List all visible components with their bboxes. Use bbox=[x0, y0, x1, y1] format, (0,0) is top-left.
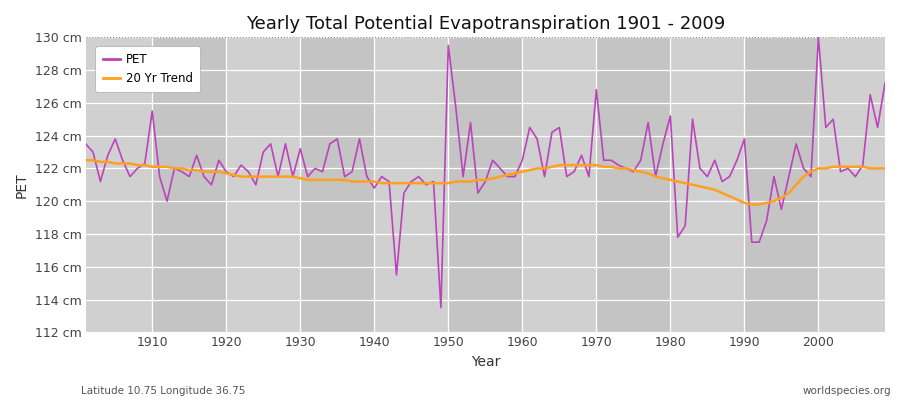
Bar bbox=[448, 37, 522, 332]
Bar bbox=[597, 37, 670, 332]
Title: Yearly Total Potential Evapotranspiration 1901 - 2009: Yearly Total Potential Evapotranspiratio… bbox=[246, 15, 724, 33]
Legend: PET, 20 Yr Trend: PET, 20 Yr Trend bbox=[95, 46, 201, 92]
Bar bbox=[86, 37, 152, 332]
Bar bbox=[152, 37, 226, 332]
Bar bbox=[522, 37, 597, 332]
Bar bbox=[744, 37, 818, 332]
X-axis label: Year: Year bbox=[471, 355, 500, 369]
Bar bbox=[374, 37, 448, 332]
Bar bbox=[818, 37, 885, 332]
Text: Latitude 10.75 Longitude 36.75: Latitude 10.75 Longitude 36.75 bbox=[81, 386, 246, 396]
Text: worldspecies.org: worldspecies.org bbox=[803, 386, 891, 396]
Y-axis label: PET: PET bbox=[15, 172, 29, 198]
Bar bbox=[226, 37, 301, 332]
Bar bbox=[670, 37, 744, 332]
Bar bbox=[301, 37, 374, 332]
